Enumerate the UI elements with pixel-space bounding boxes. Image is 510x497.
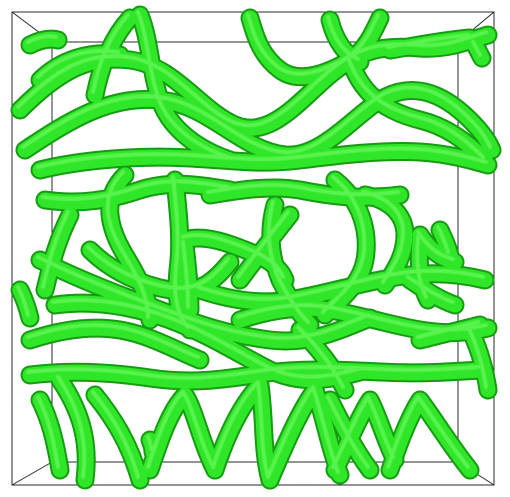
tube-segment-3 (26, 34, 58, 44)
tube-segment-7 (346, 55, 485, 159)
tube-segment-31 (296, 325, 345, 389)
tube-segment-23 (406, 275, 455, 304)
tube-segment-41 (36, 395, 60, 469)
tube-segment-36 (146, 390, 215, 469)
tube-segment-22 (416, 230, 455, 261)
tube-segment-24 (181, 240, 190, 309)
tube-segment-35 (91, 390, 140, 479)
tube-segment-5 (136, 10, 230, 159)
tube-segment-47 (16, 285, 30, 317)
tube-segment-21 (232, 207, 298, 288)
tube-segment-2 (36, 48, 120, 79)
tube-segment-15 (41, 210, 70, 289)
tube-segment-37 (211, 380, 270, 479)
tube-segment-43 (326, 395, 370, 469)
tube-segment-44 (471, 40, 482, 57)
tube-segment-26 (32, 252, 378, 349)
tube-segment-46 (146, 435, 153, 451)
tube-segment-33 (22, 362, 488, 389)
tube-segment-11 (37, 176, 238, 210)
box-edge-bl (11, 461, 53, 486)
tube-segment-0 (16, 30, 488, 128)
tube-segment-21 (236, 210, 290, 279)
tube-segment-34 (56, 375, 87, 479)
tube-segment-20 (361, 190, 405, 284)
tube-segment-6 (246, 13, 380, 76)
tube-segment-38 (266, 385, 340, 479)
tube-segment-13 (105, 170, 150, 319)
tube-segment-32 (416, 320, 480, 339)
tube-segment-3 (22, 31, 66, 53)
tube-segment-11 (41, 179, 230, 201)
tube-segment-33 (26, 365, 480, 380)
tube-segment-28 (196, 268, 485, 301)
tube-segment-40 (386, 395, 470, 469)
tube-network-highlight (16, 10, 492, 479)
tube-segment-15 (37, 207, 78, 298)
tube-segment-42 (466, 325, 488, 389)
tube-segment-1 (21, 85, 492, 155)
tube-segment-18 (266, 200, 310, 324)
tube-segment-4 (91, 13, 130, 94)
tube-segment-26 (36, 255, 370, 340)
tube-segment-9 (386, 33, 470, 49)
tube-segment-39 (331, 395, 395, 469)
tube-segment-30 (22, 320, 208, 368)
tube-segment-10 (32, 144, 496, 178)
tube-segment-16 (86, 245, 230, 290)
tube-segment-8 (326, 15, 360, 61)
tube-segment-10 (36, 146, 488, 169)
tube-segment-30 (26, 323, 200, 359)
tube-segment-27 (51, 298, 360, 379)
tube-segment-19 (321, 175, 367, 314)
tube-segment-45 (436, 225, 450, 254)
